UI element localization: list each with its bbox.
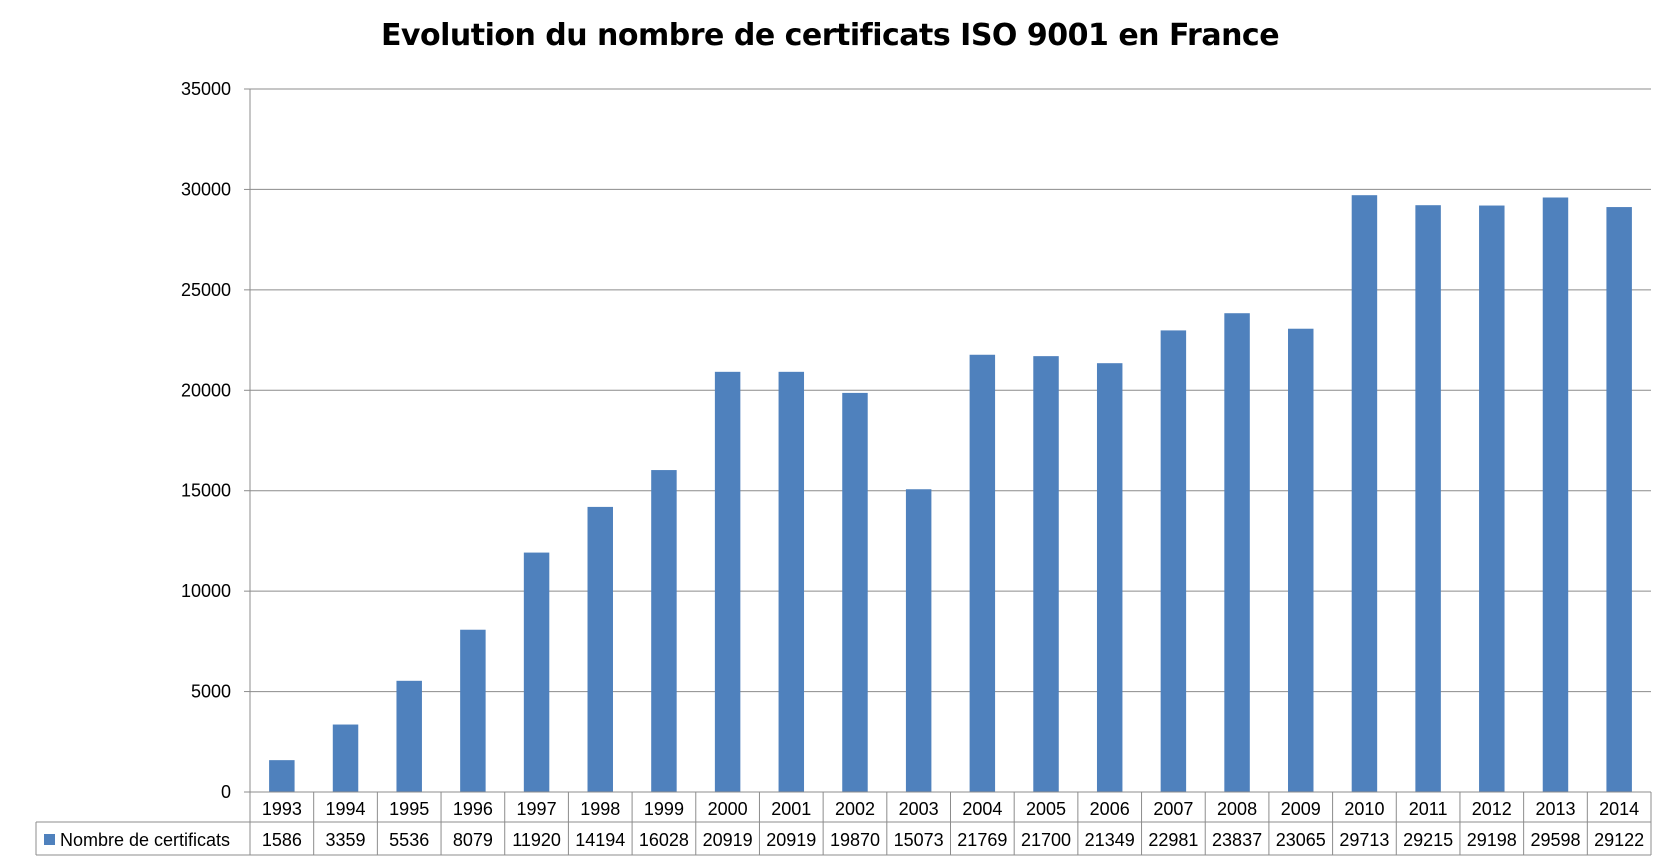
data-label: 3359 (325, 830, 365, 850)
y-tick-label: 15000 (181, 481, 231, 501)
data-label: 22981 (1148, 830, 1198, 850)
bar (1606, 207, 1632, 792)
bar (1479, 205, 1505, 793)
data-label: 1586 (262, 830, 302, 850)
data-label: 21769 (957, 830, 1007, 850)
y-tick-label: 0 (221, 782, 231, 802)
data-label: 29215 (1403, 830, 1453, 850)
x-tick-label: 2003 (899, 799, 939, 819)
data-label: 19870 (830, 830, 880, 850)
data-label: 29713 (1339, 830, 1389, 850)
data-label: 5536 (389, 830, 429, 850)
x-tick-label: 2001 (771, 799, 811, 819)
x-tick-label: 1998 (580, 799, 620, 819)
bar (1415, 205, 1441, 792)
data-label: 11920 (512, 830, 561, 850)
x-tick-label: 1999 (644, 799, 684, 819)
bar (1351, 195, 1378, 792)
data-label: 21700 (1021, 830, 1071, 850)
bar (969, 354, 996, 792)
x-tick-label: 2012 (1472, 799, 1512, 819)
x-tick-label: 2014 (1599, 799, 1639, 819)
data-label: 20919 (703, 830, 753, 850)
bar (714, 371, 741, 792)
bar (1033, 356, 1059, 792)
data-label: 16028 (639, 830, 689, 850)
bar (587, 506, 613, 792)
data-label: 14194 (575, 830, 625, 850)
x-tick-label: 1995 (389, 799, 429, 819)
bar (1160, 330, 1187, 792)
x-tick-label: 2007 (1153, 799, 1193, 819)
bar (905, 489, 932, 792)
x-tick-label: 1997 (517, 799, 557, 819)
data-label: 29198 (1467, 830, 1517, 850)
bar (842, 392, 868, 792)
x-tick-label: 2000 (708, 799, 748, 819)
x-tick-label: 2013 (1535, 799, 1575, 819)
x-tick-label: 2005 (1026, 799, 1066, 819)
data-label: 29598 (1530, 830, 1580, 850)
x-tick-label: 1993 (262, 799, 302, 819)
y-tick-label: 25000 (181, 280, 231, 300)
data-label: 29122 (1594, 830, 1644, 850)
data-label: 8079 (453, 830, 493, 850)
data-label: 20919 (766, 830, 816, 850)
x-tick-label: 2002 (835, 799, 875, 819)
data-label: 15073 (894, 830, 944, 850)
chart-title: Evolution du nombre de certificats ISO 9… (380, 18, 1280, 53)
x-tick-label: 2004 (962, 799, 1002, 819)
bar (651, 470, 677, 792)
x-tick-label: 2008 (1217, 799, 1257, 819)
x-tick-label: 1996 (453, 799, 493, 819)
data-label: 23065 (1276, 830, 1326, 850)
y-tick-label: 35000 (181, 79, 231, 99)
bar (778, 371, 805, 792)
bar (1542, 197, 1569, 792)
bar (269, 760, 295, 792)
x-tick-label: 2011 (1409, 799, 1448, 819)
x-tick-label: 1994 (325, 799, 365, 819)
x-tick-label: 2006 (1090, 799, 1130, 819)
y-tick-label: 5000 (191, 682, 231, 702)
bar (1224, 313, 1250, 792)
bar (460, 629, 486, 792)
bar (332, 724, 359, 792)
legend-label: Nombre de certificats (60, 830, 230, 850)
x-tick-label: 2009 (1281, 799, 1321, 819)
y-tick-label: 30000 (181, 179, 231, 199)
x-tick-label: 2010 (1344, 799, 1384, 819)
bar (1096, 363, 1123, 792)
data-label: 23837 (1212, 830, 1262, 850)
bar (1288, 328, 1314, 792)
y-tick-label: 10000 (181, 581, 231, 601)
y-tick-label: 20000 (181, 380, 231, 400)
bar (523, 552, 550, 792)
data-label: 21349 (1085, 830, 1135, 850)
legend-swatch (44, 834, 55, 845)
bar (396, 680, 422, 792)
